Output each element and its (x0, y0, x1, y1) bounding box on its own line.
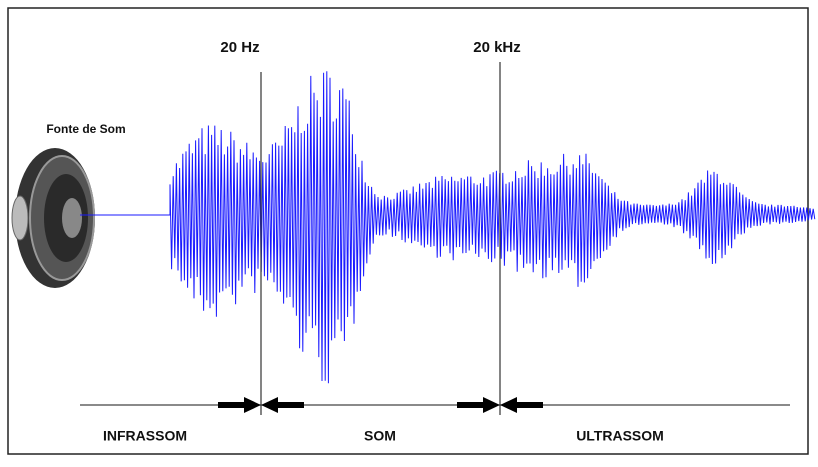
speaker-icon (11, 148, 95, 288)
frequency-label: 20 Hz (220, 39, 259, 56)
region-label: SOM (364, 428, 396, 444)
sound-wave (80, 71, 816, 384)
region-label: INFRASSOM (103, 428, 187, 444)
source-label: Fonte de Som (46, 122, 125, 136)
frequency-label: 20 kHz (473, 39, 521, 56)
region-label: ULTRASSOM (576, 428, 664, 444)
arrows (218, 397, 543, 413)
